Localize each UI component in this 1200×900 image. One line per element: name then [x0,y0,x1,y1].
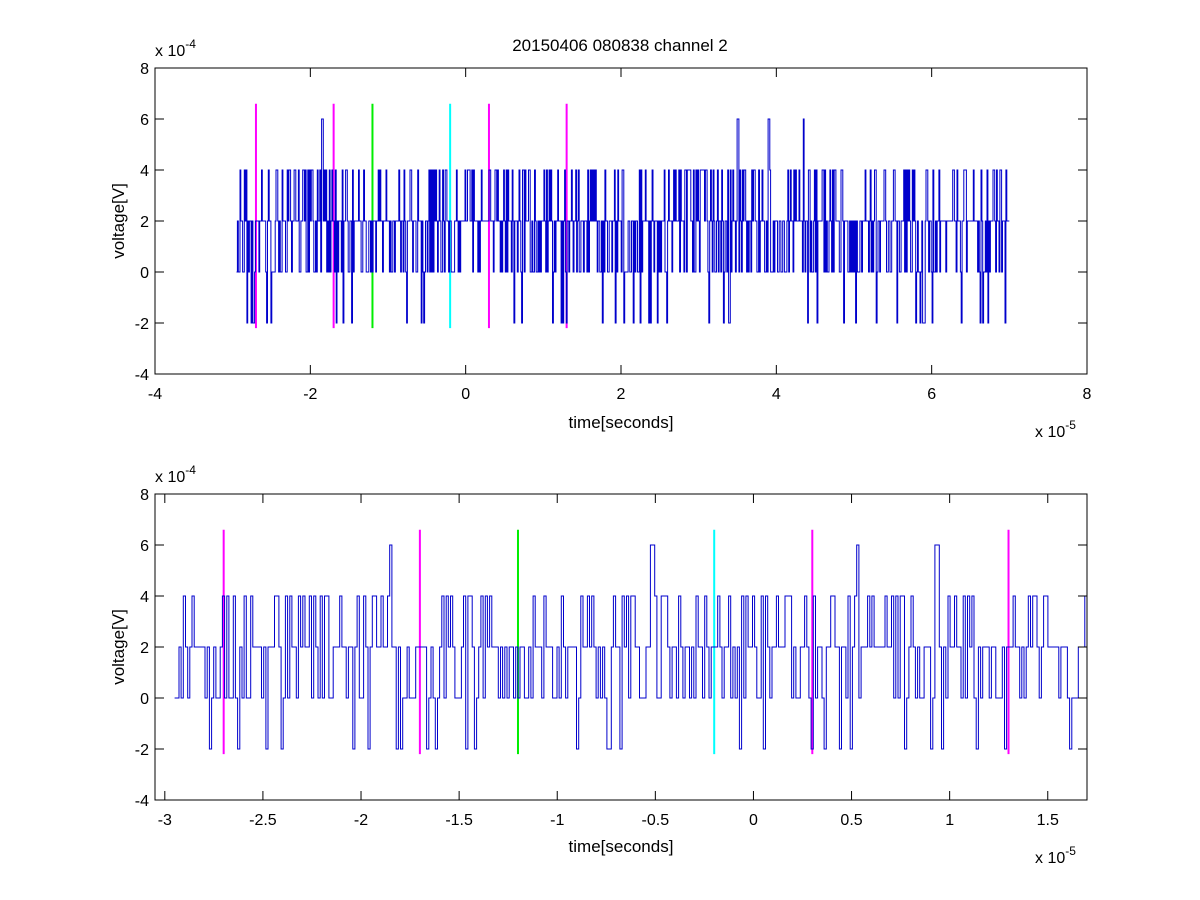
plot-bottom-x-multiplier-exp: -5 [1065,844,1076,858]
x-tick-label: 0.5 [840,812,862,829]
plot-bottom-xticks: -3 -2.5 -2 -1.5 -1 -0.5 0 0.5 1 1.5 [158,494,1059,829]
plot-bottom-xlabel: time[seconds] [569,837,674,856]
y-tick-label: -2 [135,316,149,333]
y-tick-label: 4 [140,163,149,180]
plot-bottom-y-multiplier-base: x 10 [155,469,185,486]
y-tick-label: 0 [140,691,149,708]
x-tick-label: 4 [772,386,781,403]
y-tick-label: -2 [135,742,149,759]
figure-title: 20150406 080838 channel 2 [512,36,728,55]
x-tick-label: 1.5 [1037,812,1059,829]
y-tick-label: 8 [140,61,149,78]
plot-bottom-x-multiplier: x 10-5 [1035,844,1076,867]
y-tick-label: 2 [140,640,149,657]
y-tick-label: 0 [140,265,149,282]
y-tick-label: -4 [135,367,149,384]
x-tick-label: 8 [1083,386,1092,403]
plot-top-y-multiplier-exp: -4 [185,37,196,51]
x-tick-label: -1.5 [445,812,473,829]
y-tick-label: 4 [140,589,149,606]
plot-top-x-multiplier-exp: -5 [1065,418,1076,432]
x-tick-label: -3 [158,812,172,829]
plot-top-xlabel: time[seconds] [569,413,674,432]
plot-bottom-y-multiplier-exp: -4 [185,463,196,477]
plot-top-yticks: -4 -2 0 2 4 6 8 [135,61,1087,384]
plot-top-y-multiplier: x 10-4 [155,37,196,60]
x-tick-label: 0 [749,812,758,829]
x-tick-label: -0.5 [642,812,670,829]
plot-top-signal [236,118,1010,324]
plot-bottom-y-multiplier: x 10-4 [155,463,196,486]
plot-top-xticks: -4 -2 0 2 4 6 8 [148,68,1092,403]
y-tick-label: 6 [140,112,149,129]
x-tick-label: 2 [617,386,626,403]
plot-bottom-markers [222,529,1010,755]
x-tick-label: -2 [303,386,317,403]
y-tick-label: -4 [135,793,149,810]
plot-bottom: -3 -2.5 -2 -1.5 -1 -0.5 0 0.5 1 1.5 -4 -2 0 2 4 6 8 tim… [109,463,1088,867]
plot-bottom-yticks: -4 -2 0 2 4 6 8 [135,487,1087,810]
x-tick-label: -1 [550,812,564,829]
plot-top-ylabel: voltage[V] [109,183,128,259]
x-tick-label: 6 [927,386,936,403]
plot-bottom-x-multiplier-base: x 10 [1035,850,1065,867]
plot-bottom-ylabel: voltage[V] [109,609,128,685]
x-tick-label: 1 [945,812,954,829]
x-tick-label: 0 [461,386,470,403]
x-tick-label: -4 [148,386,162,403]
plot-top-x-multiplier-base: x 10 [1035,424,1065,441]
plot-bottom-signal [174,544,1088,750]
plot-top-y-multiplier-base: x 10 [155,43,185,60]
plot-top: -4 -2 0 2 4 6 8 -4 -2 0 2 4 6 8 time[seconds] voltag… [109,37,1092,441]
x-tick-label: -2 [354,812,368,829]
y-tick-label: 8 [140,487,149,504]
y-tick-label: 6 [140,538,149,555]
plot-top-x-multiplier: x 10-5 [1035,418,1076,441]
y-tick-label: 2 [140,214,149,231]
x-tick-label: -2.5 [249,812,277,829]
